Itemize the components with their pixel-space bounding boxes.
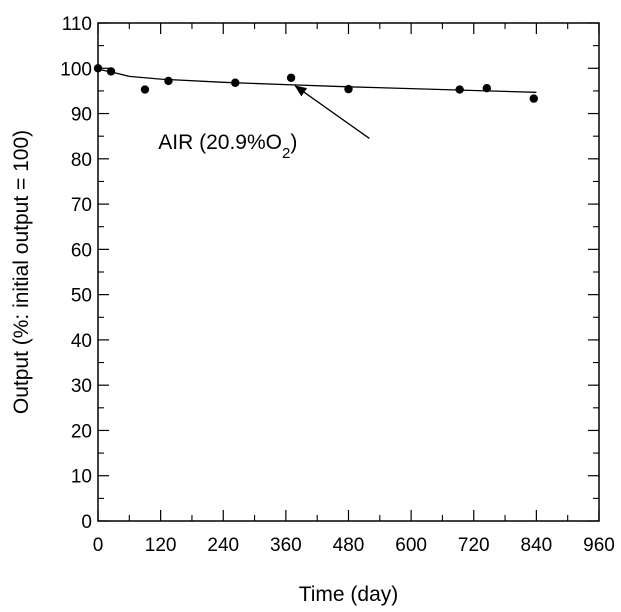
x-axis-title: Time (day): [299, 583, 399, 606]
y-tick-labels: 0 10 20 30 40 50 60 70 80 90 100 110: [60, 14, 92, 533]
data-points: [93, 64, 538, 103]
plot-frame: [97, 22, 600, 522]
data-point: [231, 78, 240, 87]
y-tick-marks: [98, 22, 599, 522]
data-point: [529, 94, 538, 103]
x-tick-labels: 0 120 240 360 480 600 720 840 960: [93, 535, 615, 556]
y-tick-label: 100: [60, 59, 92, 80]
x-tick-label: 720: [458, 535, 490, 556]
x-tick-label: 840: [521, 535, 553, 556]
x-tick-label: 240: [207, 535, 239, 556]
annotation-text-main: AIR (20.9%O: [158, 131, 282, 154]
x-tick-label: 480: [333, 535, 365, 556]
data-point: [106, 67, 116, 76]
data-point: [164, 76, 173, 86]
data-point: [344, 84, 353, 94]
y-tick-label: 80: [71, 150, 92, 171]
y-tick-label: 30: [71, 376, 92, 397]
y-tick-label: 50: [71, 286, 92, 307]
y-axis-title: Output (%: initial output = 100): [10, 130, 33, 414]
y-tick-label: 90: [71, 105, 92, 126]
annotation-text-sub: 2: [282, 145, 290, 162]
fit-line: [97, 68, 537, 93]
x-tick-marks: [97, 23, 600, 521]
data-point: [140, 85, 150, 94]
y-tick-label: 60: [71, 240, 92, 261]
x-tick-label: 360: [270, 535, 302, 556]
annotation-text-end: ): [290, 131, 297, 154]
data-point: [482, 83, 491, 93]
annotation-label: AIR (20.9%O2): [158, 131, 297, 162]
y-tick-label: 20: [71, 421, 92, 442]
x-tick-label: 120: [145, 535, 177, 556]
x-tick-label: 0: [93, 535, 104, 556]
y-tick-label: 110: [62, 14, 92, 35]
y-tick-label: 70: [71, 195, 92, 216]
x-tick-label: 960: [583, 535, 615, 556]
x-tick-label: 600: [395, 535, 427, 556]
y-tick-label: 10: [71, 467, 92, 488]
data-point: [455, 85, 464, 94]
y-tick-label: 0: [81, 512, 92, 533]
data-point: [286, 73, 296, 82]
data-point: [93, 64, 103, 73]
annotation-arrow: [294, 85, 370, 139]
y-tick-label: 40: [71, 331, 92, 352]
